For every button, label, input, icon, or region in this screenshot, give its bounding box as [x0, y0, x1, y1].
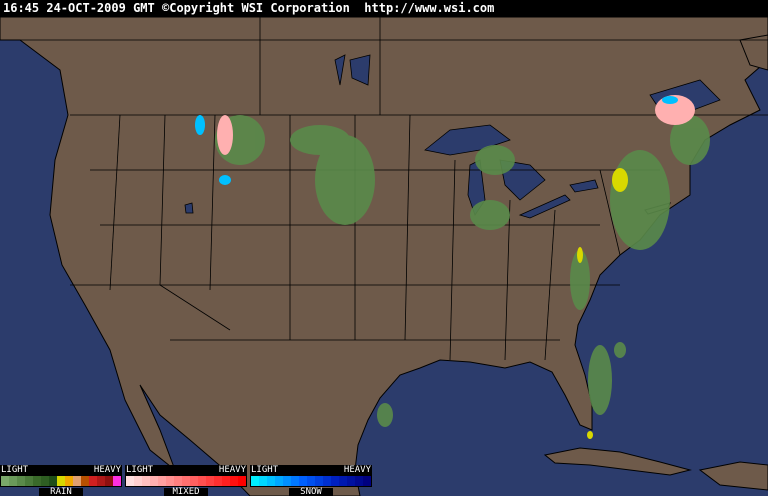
rain-cell: [377, 403, 393, 427]
legend-color-swatch: [150, 476, 158, 486]
legend-color-swatch: [331, 476, 339, 486]
legend-color-swatch: [214, 476, 222, 486]
legend-color-swatch: [206, 476, 214, 486]
legend-snow: LIGHT HEAVY SNOW: [250, 465, 372, 496]
lake-erie: [518, 194, 571, 219]
legend-color-swatch: [89, 476, 97, 486]
hudson-bay: [349, 54, 371, 86]
legend-color-swatch: [134, 476, 142, 486]
legend-color-swatch: [323, 476, 331, 486]
legend-color-swatch: [283, 476, 291, 486]
lake-winnipeg: [334, 54, 346, 86]
legend-heavy-label: HEAVY: [218, 465, 246, 475]
header-bar: 16:45 24-OCT-2009 GMT ©Copyright WSI Cor…: [0, 0, 768, 17]
rain-cell: [588, 345, 612, 415]
legend-color-swatch: [105, 476, 113, 486]
newfoundland-area: [739, 34, 768, 71]
copyright: ©Copyright WSI Corporation: [162, 1, 350, 15]
snow-color-scale: [250, 475, 372, 487]
legend-color-swatch: [9, 476, 17, 486]
legend-color-swatch: [49, 476, 57, 486]
rain-cell: [610, 150, 670, 250]
legend-color-swatch: [113, 476, 121, 486]
legend-color-swatch: [363, 476, 371, 486]
cuba: [543, 447, 692, 476]
legend-title: MIXED: [164, 488, 208, 496]
legend-color-swatch: [81, 476, 89, 486]
snow-echoes: [195, 96, 678, 185]
legend-light-label: LIGHT: [251, 465, 279, 475]
legend-color-swatch: [33, 476, 41, 486]
timestamp-time: 16:45: [3, 1, 40, 15]
legend-color-swatch: [259, 476, 267, 486]
legend-color-swatch: [158, 476, 166, 486]
radar-echoes: [195, 95, 710, 439]
legend-color-swatch: [251, 476, 259, 486]
legend-light-label: LIGHT: [126, 465, 154, 475]
legend-color-swatch: [267, 476, 275, 486]
legend-color-swatch: [347, 476, 355, 486]
legend-mixed: LIGHT HEAVY MIXED: [125, 465, 247, 496]
rain-cell: [470, 200, 510, 230]
legend-title: RAIN: [39, 488, 83, 496]
rain-cell: [570, 250, 590, 310]
legend-color-swatch: [190, 476, 198, 486]
legend-color-swatch: [166, 476, 174, 486]
legend-color-swatch: [17, 476, 25, 486]
legend-color-swatch: [174, 476, 182, 486]
timezone: GMT: [133, 1, 155, 15]
rain-cell: [475, 145, 515, 175]
legend-color-swatch: [198, 476, 206, 486]
rain-cell: [670, 115, 710, 165]
legend-color-swatch: [307, 476, 315, 486]
lake-ontario: [569, 179, 599, 193]
legend-color-swatch: [355, 476, 363, 486]
legend-color-swatch: [65, 476, 73, 486]
moderate-cell: [612, 168, 628, 192]
legend-color-swatch: [25, 476, 33, 486]
lake-superior: [424, 124, 511, 156]
land: [0, 17, 768, 496]
legend-title: SNOW: [289, 488, 333, 496]
rain-cell: [290, 125, 350, 155]
legend-heavy-label: HEAVY: [343, 465, 371, 475]
hispaniola: [698, 461, 768, 491]
rain-cell: [614, 342, 626, 358]
legend-color-swatch: [230, 476, 238, 486]
snow-cell: [219, 175, 231, 185]
legend-color-swatch: [97, 476, 105, 486]
mixed-cell: [217, 115, 233, 155]
legend-color-swatch: [126, 476, 134, 486]
map-canvas: [0, 17, 768, 496]
legend-rain: LIGHT HEAVY RAIN: [0, 465, 122, 496]
yellow-echoes: [577, 168, 628, 439]
legend-color-swatch: [291, 476, 299, 486]
moderate-cell: [587, 431, 593, 439]
great-salt-lake: [184, 202, 194, 214]
legend-color-swatch: [142, 476, 150, 486]
legend-light-label: LIGHT: [1, 465, 29, 475]
rain-color-scale: [0, 475, 122, 487]
legend-color-swatch: [299, 476, 307, 486]
rain-cell: [315, 135, 375, 225]
legend-color-swatch: [315, 476, 323, 486]
legend-color-swatch: [1, 476, 9, 486]
legend-color-swatch: [73, 476, 81, 486]
url-link[interactable]: http://www.wsi.com: [364, 1, 495, 15]
timestamp-date: 24-OCT-2009: [46, 1, 126, 15]
legend-color-swatch: [222, 476, 230, 486]
legend-color-swatch: [41, 476, 49, 486]
north-america-landmass: [0, 17, 768, 496]
mixed-color-scale: [125, 475, 247, 487]
legend-color-swatch: [57, 476, 65, 486]
legend-color-swatch: [275, 476, 283, 486]
legend-color-swatch: [339, 476, 347, 486]
snow-cell: [662, 96, 678, 104]
legend-color-swatch: [238, 476, 246, 486]
legend-heavy-label: HEAVY: [93, 465, 121, 475]
snow-cell: [195, 115, 205, 135]
legend-color-swatch: [182, 476, 190, 486]
moderate-cell: [577, 247, 583, 263]
